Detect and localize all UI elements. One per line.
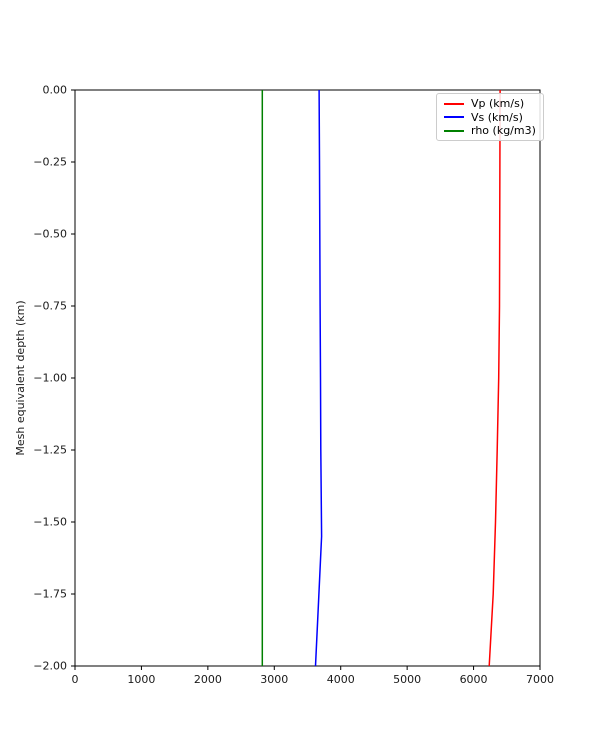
legend-item-vs: Vs (km/s)	[444, 112, 536, 123]
vs-line	[314, 89, 323, 667]
vp-line	[488, 89, 501, 667]
y-tick-label: −0.75	[33, 300, 67, 313]
y-tick-label: −0.25	[33, 156, 67, 169]
y-tick-label: −1.75	[33, 588, 67, 601]
x-tick-label: 6000	[460, 673, 488, 686]
legend-label-vs: Vs (km/s)	[471, 110, 523, 124]
vs-legend-line-icon	[444, 116, 464, 118]
x-tick-label: 0	[72, 673, 79, 686]
y-tick-label: −1.50	[33, 516, 67, 529]
x-tick-label: 5000	[393, 673, 421, 686]
legend: Vp (km/s) Vs (km/s) rho (kg/m3)	[436, 93, 544, 141]
legend-label-rho: rho (kg/m3)	[471, 124, 536, 137]
vp-legend-line-icon	[444, 102, 464, 105]
y-axis-label: Mesh equivalent depth (km)	[14, 300, 27, 455]
plot-border	[74, 89, 541, 667]
y-tick-label: −2.00	[33, 660, 67, 673]
x-tick-label: 7000	[526, 673, 554, 686]
y-tick-label: −0.50	[33, 228, 67, 241]
legend-item-rho: rho (kg/m3)	[444, 125, 536, 136]
x-tick-label: 3000	[260, 673, 288, 686]
x-tick-label: 1000	[127, 673, 155, 686]
legend-label-vp: Vp (km/s)	[471, 97, 525, 110]
legend-item-vp: Vp (km/s)	[444, 98, 536, 109]
x-tick-label: 4000	[327, 673, 355, 686]
y-tick-label: 0.00	[43, 84, 68, 97]
y-tick-label: −1.00	[33, 372, 67, 385]
y-tick-label: −1.25	[33, 444, 67, 457]
x-tick-label: 2000	[194, 673, 222, 686]
rho-legend-line-icon	[444, 129, 464, 132]
